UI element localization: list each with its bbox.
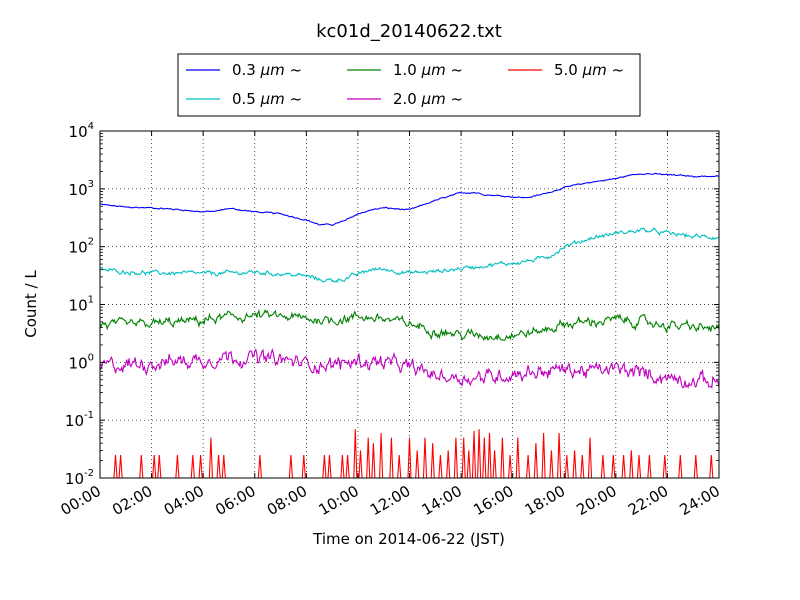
series-line-0 (99, 172, 720, 226)
legend-label: 0.5 μm ~ (232, 90, 302, 108)
series-line-3 (99, 348, 720, 390)
legend-label: 5.0 μm ~ (554, 61, 624, 79)
chart-title: kc01d_20140622.txt (316, 21, 502, 42)
series-line-4 (113, 429, 714, 478)
legend-label: 2.0 μm ~ (393, 90, 463, 108)
y-axis-label: Count / L (22, 270, 40, 338)
series-line-2 (99, 308, 720, 342)
x-axis-label: Time on 2014-06-22 (JST) (312, 530, 505, 548)
plot-data (99, 172, 720, 478)
series-line-1 (99, 227, 720, 284)
legend-box (177, 53, 641, 117)
legend: 0.3 μm ~ 1.0 μm ~ 5.0 μm ~ 0.5 μm ~ 2.0 μm ~ (177, 53, 641, 117)
legend-label: 1.0 μm ~ (393, 61, 463, 79)
legend-label: 0.3 μm ~ (232, 61, 302, 79)
